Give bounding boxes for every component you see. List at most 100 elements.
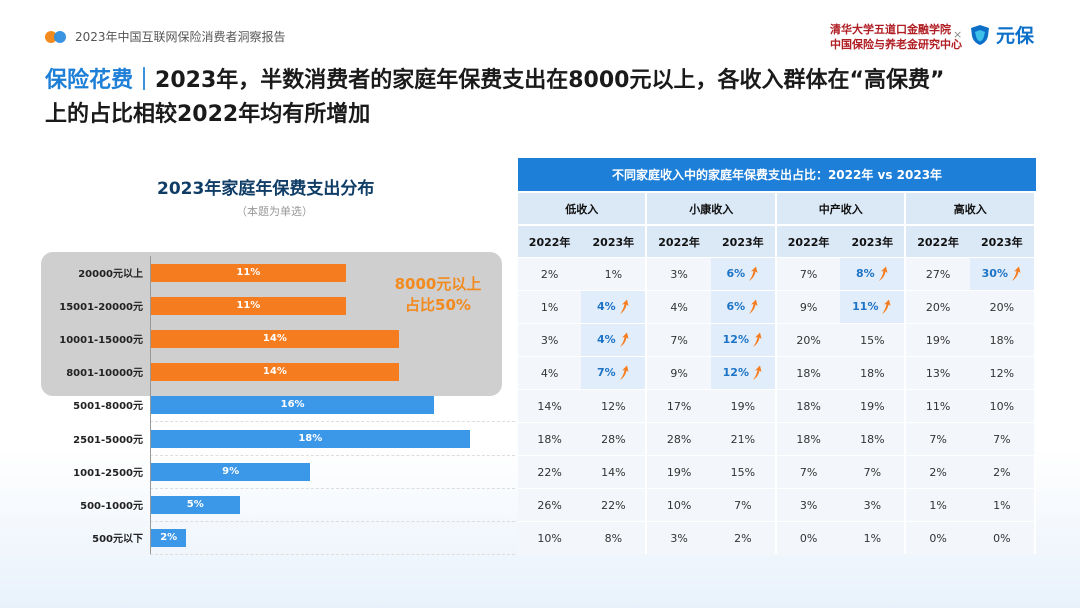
table-cell: 18% — [776, 422, 841, 455]
cell-value: 12% — [601, 399, 626, 413]
table-cell: 4% — [518, 356, 582, 389]
table-cell: 2% — [518, 257, 582, 290]
bar-value-label: 11% — [236, 300, 261, 312]
table-row: 10% 8% 3% 2% 0% 1% 0% 0% — [518, 521, 1036, 554]
table-cell: 18% — [840, 356, 907, 389]
table-group-header: 高收入 — [906, 191, 1036, 224]
comparison-table: 不同家庭收入中的家庭年保费支出占比：2022年 vs 2023年 低收入 小康收入… — [518, 158, 1036, 554]
table-cell: 3% — [776, 488, 841, 521]
table-row: 18% 28% 28% 21% 18% 18% 7% 7% — [518, 422, 1036, 455]
year-header-row: 2022年 2023年 2022年 2023年 2022年 2023年 2022年 2023年 — [518, 224, 1036, 257]
bar: 11% — [151, 264, 346, 282]
table-cell: 13% — [906, 356, 970, 389]
cell-value: 1% — [540, 300, 559, 314]
cell-value: 11% — [852, 300, 879, 313]
table-cell: 2% — [969, 455, 1036, 488]
table-row: 4% 7% 9% 12% 18% 18% 13% 12% — [518, 356, 1036, 389]
table-cell: 10% — [518, 521, 582, 554]
cell-value: 7% — [799, 267, 818, 281]
table-cell: 7% — [776, 257, 841, 290]
title-line1-text: 2023年，半数消费者的家庭年保费支出在8000元以上，各收入群体在“高保费” — [155, 68, 945, 93]
cell-value: 2% — [540, 267, 559, 281]
table-cell: 21% — [710, 422, 777, 455]
table-cell: 3% — [647, 521, 711, 554]
table-cell: 18% — [776, 389, 841, 422]
bar-category-label: 15001-20000元 — [59, 302, 143, 314]
bar-value-label: 11% — [236, 267, 261, 278]
bar-chart-subtitle: （本题为单选） — [236, 205, 313, 218]
table-cell: 1% — [518, 290, 582, 323]
table-cell: 28% — [647, 422, 711, 455]
cell-value: 7% — [799, 465, 818, 479]
report-dots-icon — [45, 30, 67, 43]
up-arrow-icon — [753, 332, 762, 347]
row-divider — [150, 553, 515, 555]
cell-value: 22% — [601, 498, 626, 512]
cell-value: 20% — [925, 300, 951, 314]
table-cell-increase: 30% — [969, 257, 1036, 290]
cell-value: 7% — [670, 333, 688, 347]
up-arrow-icon — [878, 266, 888, 281]
cell-value: 3% — [670, 531, 688, 545]
cell-value: 20% — [989, 300, 1015, 314]
bar-value-label: 18% — [298, 432, 323, 444]
page-title-line-1: 保险花费｜2023年，半数消费者的家庭年保费支出在8000元以上，各收入群体在“… — [45, 62, 944, 94]
cell-value: 10% — [537, 531, 562, 545]
callout-annotation: 8000元以上 占比50% — [390, 274, 486, 316]
table-cell-increase: 4% — [581, 290, 648, 323]
table-cell-increase: 11% — [840, 290, 907, 323]
table-cell: 18% — [518, 422, 582, 455]
table-body: 2% 1% 3% 6% 7% 8% 27% 30% 1% 4% 4% 6% 9% 11% 20% 20% 3% 4… — [518, 257, 1036, 554]
cell-value: 18% — [796, 366, 821, 380]
table-cell: 3% — [647, 257, 711, 290]
table-row: 26% 22% 10% 7% 3% 3% 1% 1% — [518, 488, 1036, 521]
table-row: 1% 4% 4% 6% 9% 11% 20% 20% — [518, 290, 1036, 323]
table-cell-increase: 12% — [710, 323, 777, 356]
cell-value: 1% — [993, 498, 1011, 512]
callout-line-1: 8000元以上 — [394, 275, 482, 293]
table-cell: 19% — [840, 389, 907, 422]
table-cell: 7% — [906, 422, 970, 455]
page-title-line-2: 上的占比相较2022年均有所增加 — [45, 102, 371, 127]
table-year-header: 2022年 — [776, 224, 841, 257]
table-cell: 28% — [581, 422, 648, 455]
cell-value: 6% — [726, 267, 746, 280]
cell-value: 4% — [597, 333, 616, 346]
cell-value: 22% — [537, 465, 562, 479]
table-cell-increase: 7% — [581, 356, 648, 389]
table-cell: 11% — [906, 389, 970, 422]
table-cell: 17% — [647, 389, 711, 422]
cell-value: 0% — [799, 531, 818, 545]
bar: 11% — [151, 297, 346, 316]
cell-value: 2% — [734, 531, 752, 545]
bar: 14% — [151, 363, 399, 382]
table-cell: 2% — [710, 521, 777, 554]
up-arrow-icon — [749, 266, 758, 281]
cell-value: 13% — [925, 366, 951, 380]
cell-value: 0% — [929, 531, 947, 545]
table-title: 不同家庭收入中的家庭年保费支出占比：2022年 vs 2023年 — [518, 158, 1036, 191]
table-cell: 18% — [776, 356, 841, 389]
bar: 9% — [151, 462, 311, 481]
table-cell: 19% — [647, 455, 711, 488]
cell-value: 8% — [855, 267, 875, 280]
cell-value: 27% — [925, 267, 951, 281]
table-cell: 15% — [840, 323, 907, 356]
table-cell: 1% — [969, 488, 1036, 521]
table-cell-increase: 6% — [710, 257, 777, 290]
up-arrow-icon — [619, 332, 629, 347]
row-divider — [150, 487, 515, 489]
table-cell-increase: 4% — [581, 323, 648, 356]
bar-category-label: 500-1000元 — [80, 500, 143, 512]
table-cell: 15% — [710, 455, 777, 488]
bar-category-label: 20000元以上 — [78, 269, 143, 280]
table-cell: 14% — [581, 455, 648, 488]
cell-value: 12% — [989, 366, 1015, 380]
table-year-header: 2022年 — [647, 224, 711, 257]
shield-logo-icon — [971, 24, 989, 45]
up-arrow-icon — [882, 299, 891, 314]
cell-value: 3% — [670, 267, 688, 281]
bar-value-label: 14% — [262, 333, 287, 345]
table-cell: 14% — [518, 389, 582, 422]
bar: 16% — [151, 396, 435, 415]
